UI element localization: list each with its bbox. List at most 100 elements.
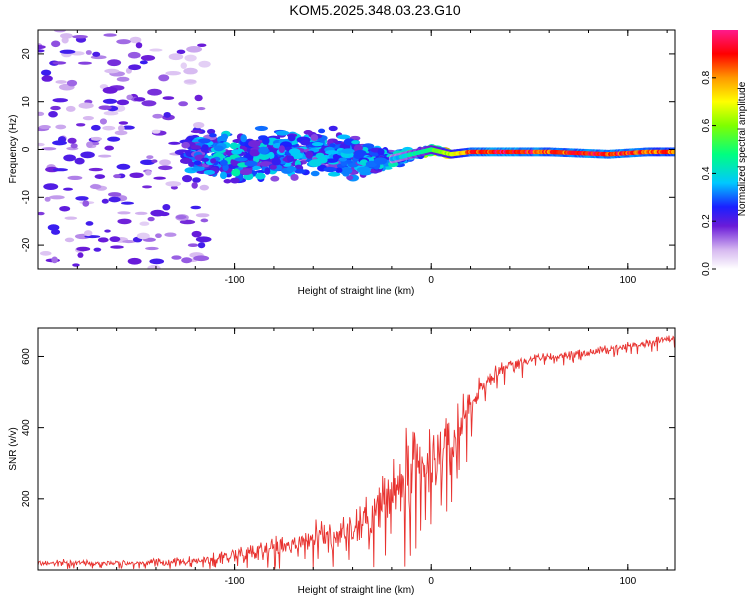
spectrogram-cell: [351, 140, 360, 145]
spectrogram-cell: [43, 183, 59, 190]
spectrogram-cell: [41, 75, 53, 82]
spectrogram-cell: [121, 125, 135, 130]
spectrogram-cell: [147, 88, 162, 96]
spectrogram-cell: [141, 100, 157, 107]
spectrogram-cell: [197, 106, 206, 111]
spectrogram-cell: [52, 140, 67, 146]
spectrogram-ytick-label: 20: [21, 48, 32, 60]
spectrogram-cell: [191, 166, 205, 172]
spectrogram-cell: [176, 49, 186, 54]
spectrogram-cell: [97, 237, 109, 243]
spectrogram-cell: [275, 130, 290, 136]
spectrogram-cell: [249, 149, 260, 157]
spectrogram-cell: [377, 148, 385, 156]
spectrogram-cell: [271, 157, 281, 166]
spectrogram-cell: [162, 96, 175, 100]
spectrogram-cell: [72, 263, 80, 267]
spectrogram-cell: [59, 49, 76, 54]
spectrogram-cell: [258, 154, 270, 160]
spectrogram-cell: [88, 167, 103, 172]
spectrogram-cell: [168, 141, 181, 145]
spectrogram-cell: [139, 60, 148, 65]
spectrogram-cell: [102, 86, 118, 94]
spectrogram-cell: [184, 79, 197, 84]
spectrogram-cell: [108, 192, 122, 197]
spectrogram-cell: [76, 246, 91, 252]
spectrogram-cell: [102, 98, 118, 104]
spectrogram-cell: [67, 137, 77, 144]
spectrogram-cell: [323, 166, 337, 173]
spectrogram-cell: [195, 213, 210, 218]
spectrogram-cell: [220, 171, 228, 180]
colorbar-tick-label: 0.2: [701, 214, 712, 228]
spectrogram-cell: [80, 151, 95, 159]
spectrogram-cell: [207, 128, 216, 135]
spectrogram-cell: [135, 42, 143, 49]
spectrogram-cell: [147, 216, 155, 222]
spectrogram-cell: [356, 166, 371, 173]
spectrogram-cell: [114, 130, 128, 136]
spectrogram-cell: [300, 139, 311, 146]
spectrogram-cell: [158, 74, 170, 82]
spectrogram-cell: [201, 157, 210, 162]
spectrogram-cell: [63, 187, 73, 191]
spectrogram-cell: [325, 150, 339, 155]
spectrogram-cell: [165, 71, 182, 76]
spectrogram-cell: [672, 149, 675, 155]
spectrogram-cell: [310, 170, 320, 177]
spectrogram-cell: [86, 141, 93, 148]
spectrogram-cell: [184, 54, 197, 62]
spectrogram-cell: [38, 211, 45, 216]
spectrogram-cell: [339, 166, 353, 175]
spectrogram-cell: [118, 121, 129, 125]
colorbar-tick-label: 0.4: [701, 166, 712, 180]
spectrogram-cell: [149, 258, 165, 265]
spectrogram-cell: [231, 149, 242, 155]
colorbar-gradient: [712, 30, 738, 269]
spectrogram-cell: [201, 144, 209, 151]
spectrogram-cell: [66, 79, 78, 87]
spectrogram-cell: [48, 111, 58, 118]
spectrogram-cell: [208, 133, 217, 138]
snr-ytick-label: 600: [21, 348, 32, 365]
spectrogram-cell: [65, 105, 76, 112]
spectrogram-cell: [180, 62, 187, 69]
spectrogram-cell: [51, 256, 58, 264]
spectrogram-cell: [38, 45, 46, 50]
spectrogram-cell: [85, 50, 92, 55]
spectrogram-cell: [48, 195, 65, 200]
spectrogram-cell: [52, 168, 68, 172]
spectrogram-cell: [223, 178, 232, 184]
spectrogram-cell: [346, 175, 354, 181]
snr-panel: -100 0 100 200 400 600 Height of straight lin…: [8, 327, 676, 596]
spectrogram-cell: [181, 141, 190, 149]
spectrogram-cell: [191, 182, 198, 189]
spectrogram-cell: [41, 147, 57, 151]
spectrogram-cell: [104, 229, 111, 233]
spectrogram-cell: [187, 243, 199, 247]
snr-xlabel: Height of straight line (km): [298, 585, 415, 596]
spectrogram-cell: [117, 125, 125, 132]
spectrogram-cell: [175, 215, 187, 220]
spectrogram-cell: [341, 148, 355, 154]
spectrogram-cell: [191, 230, 202, 238]
spectrogram-cell: [140, 54, 156, 61]
colorbar: 0.0 0.2 0.4 0.6 0.8 Normalized spectral ampl…: [701, 30, 748, 276]
spectrogram-cell: [165, 181, 182, 187]
colorbar-tick-label: 0.0: [701, 262, 712, 276]
spectrogram-cell: [168, 53, 184, 61]
spectrogram-cell: [170, 185, 178, 190]
spectrogram-cell: [77, 252, 84, 258]
spectrogram-cell: [74, 157, 85, 165]
spectrogram-cell: [142, 185, 152, 189]
spectrogram-cell: [113, 174, 122, 179]
spectrogram-cell: [269, 164, 277, 170]
spectrogram-ytick-label: -20: [21, 237, 32, 252]
spectrogram-cell: [248, 140, 261, 148]
spectrogram-cell: [182, 175, 193, 183]
spectrogram-cell: [121, 201, 134, 205]
spectrogram-cell: [190, 205, 202, 210]
spectrogram-cell: [229, 142, 239, 150]
spectrogram-cell: [53, 30, 67, 33]
